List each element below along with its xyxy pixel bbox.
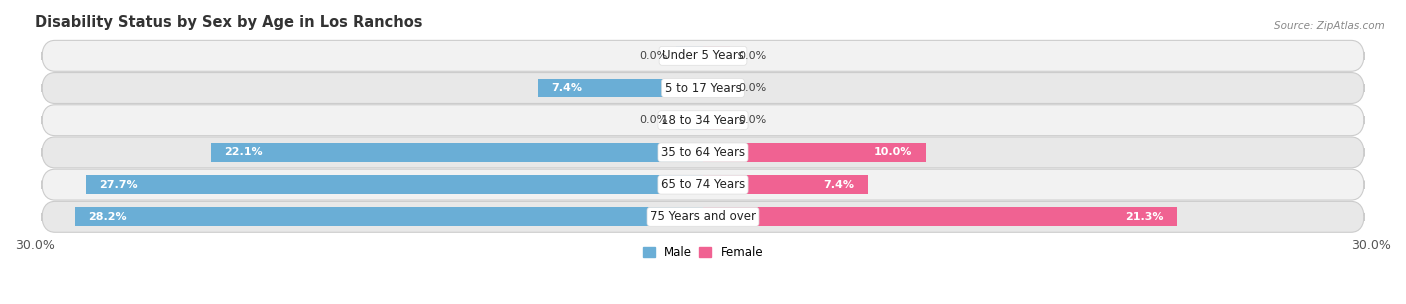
Bar [703, 79, 730, 97]
Bar [703, 47, 730, 65]
Text: 28.2%: 28.2% [89, 212, 127, 222]
Text: Source: ZipAtlas.com: Source: ZipAtlas.com [1274, 21, 1385, 31]
Bar [538, 79, 703, 97]
Text: Under 5 Years: Under 5 Years [662, 49, 744, 62]
Text: 0.0%: 0.0% [640, 51, 668, 61]
Text: 27.7%: 27.7% [100, 180, 138, 190]
Bar [703, 208, 1177, 226]
Bar [703, 175, 868, 194]
Text: 21.3%: 21.3% [1125, 212, 1164, 222]
Bar [211, 143, 703, 162]
Bar [703, 111, 730, 130]
FancyBboxPatch shape [42, 201, 1364, 232]
FancyBboxPatch shape [42, 137, 1364, 168]
Text: 75 Years and over: 75 Years and over [650, 210, 756, 223]
FancyBboxPatch shape [42, 40, 1364, 71]
Text: 0.0%: 0.0% [738, 115, 766, 125]
Text: Disability Status by Sex by Age in Los Ranchos: Disability Status by Sex by Age in Los R… [35, 15, 422, 30]
Bar [86, 175, 703, 194]
Text: 0.0%: 0.0% [738, 83, 766, 93]
Text: 0.0%: 0.0% [640, 115, 668, 125]
FancyBboxPatch shape [42, 105, 1364, 136]
Bar [676, 111, 703, 130]
Text: 65 to 74 Years: 65 to 74 Years [661, 178, 745, 191]
Bar [703, 143, 925, 162]
Text: 22.1%: 22.1% [224, 147, 263, 157]
Text: 5 to 17 Years: 5 to 17 Years [665, 81, 741, 95]
Text: 0.0%: 0.0% [738, 51, 766, 61]
Bar [75, 208, 703, 226]
Legend: Male, Female: Male, Female [638, 242, 768, 264]
Text: 7.4%: 7.4% [824, 180, 855, 190]
FancyBboxPatch shape [42, 73, 1364, 103]
FancyBboxPatch shape [42, 169, 1364, 200]
Text: 35 to 64 Years: 35 to 64 Years [661, 146, 745, 159]
Bar [676, 47, 703, 65]
Text: 7.4%: 7.4% [551, 83, 582, 93]
Text: 18 to 34 Years: 18 to 34 Years [661, 114, 745, 127]
Text: 10.0%: 10.0% [875, 147, 912, 157]
